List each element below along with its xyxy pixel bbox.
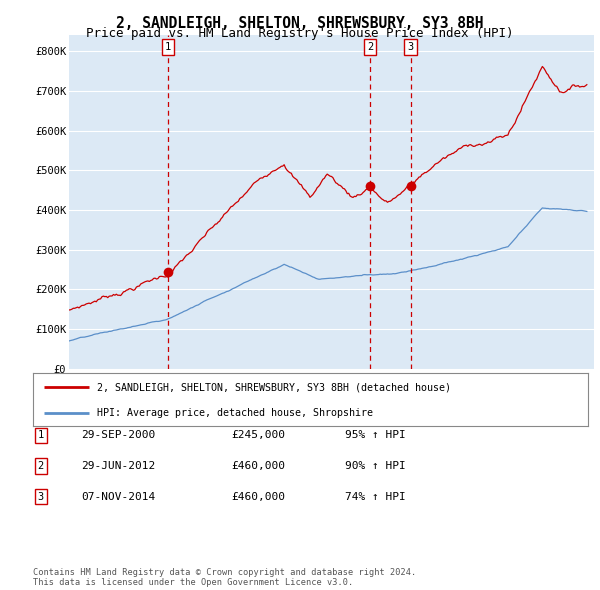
Text: 29-SEP-2000: 29-SEP-2000: [81, 431, 155, 440]
Text: Contains HM Land Registry data © Crown copyright and database right 2024.
This d: Contains HM Land Registry data © Crown c…: [33, 568, 416, 587]
Text: HPI: Average price, detached house, Shropshire: HPI: Average price, detached house, Shro…: [97, 408, 373, 418]
Text: Price paid vs. HM Land Registry's House Price Index (HPI): Price paid vs. HM Land Registry's House …: [86, 27, 514, 40]
Text: 3: 3: [38, 492, 44, 502]
Text: 2, SANDLEIGH, SHELTON, SHREWSBURY, SY3 8BH: 2, SANDLEIGH, SHELTON, SHREWSBURY, SY3 8…: [116, 16, 484, 31]
Text: 29-JUN-2012: 29-JUN-2012: [81, 461, 155, 471]
Text: £245,000: £245,000: [231, 431, 285, 440]
Text: 2: 2: [38, 461, 44, 471]
Text: 90% ↑ HPI: 90% ↑ HPI: [345, 461, 406, 471]
Text: £460,000: £460,000: [231, 461, 285, 471]
Text: 95% ↑ HPI: 95% ↑ HPI: [345, 431, 406, 440]
Text: 2: 2: [367, 42, 373, 53]
Text: 1: 1: [165, 42, 171, 53]
Text: 3: 3: [407, 42, 413, 53]
Text: £460,000: £460,000: [231, 492, 285, 502]
Text: 2, SANDLEIGH, SHELTON, SHREWSBURY, SY3 8BH (detached house): 2, SANDLEIGH, SHELTON, SHREWSBURY, SY3 8…: [97, 382, 451, 392]
Text: 1: 1: [38, 431, 44, 440]
Text: 74% ↑ HPI: 74% ↑ HPI: [345, 492, 406, 502]
Text: 07-NOV-2014: 07-NOV-2014: [81, 492, 155, 502]
